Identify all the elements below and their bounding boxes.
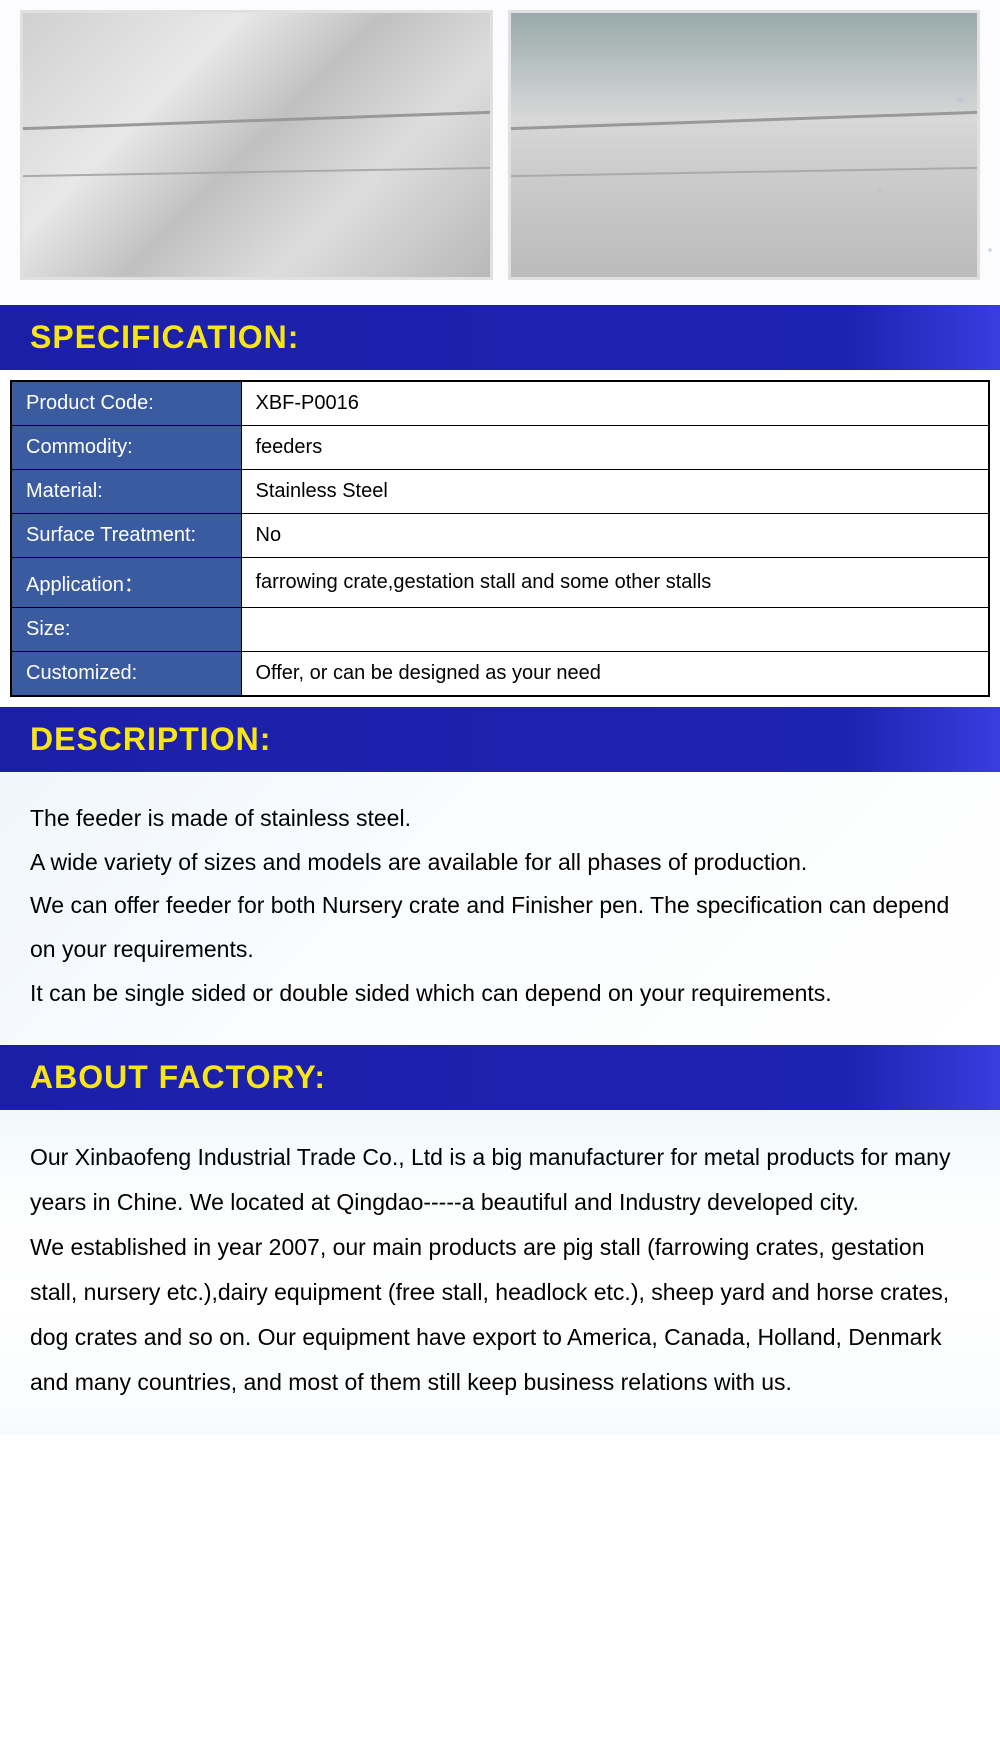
specification-header: SPECIFICATION: — [0, 305, 1000, 370]
description-line: It can be single sided or double sided w… — [30, 972, 970, 1016]
table-row: Product Code: XBF-P0016 — [11, 381, 989, 426]
spec-label: Product Code: — [11, 381, 241, 426]
spec-value: XBF-P0016 — [241, 381, 989, 426]
table-row: Surface Treatment: No — [11, 514, 989, 558]
spec-label: Commodity: — [11, 426, 241, 470]
product-image-2 — [508, 10, 981, 280]
spec-value: No — [241, 514, 989, 558]
specification-table: Product Code: XBF-P0016 Commodity: feede… — [10, 380, 990, 697]
description-line: The feeder is made of stainless steel. — [30, 797, 970, 841]
description-line: A wide variety of sizes and models are a… — [30, 841, 970, 885]
about-header: ABOUT FACTORY: — [0, 1045, 1000, 1110]
table-row: Size: — [11, 608, 989, 652]
spec-label: Surface Treatment: — [11, 514, 241, 558]
table-row: Customized: Offer, or can be designed as… — [11, 652, 989, 697]
description-title: DESCRIPTION: — [30, 721, 271, 757]
description-content: The feeder is made of stainless steel. A… — [0, 772, 1000, 1045]
spec-value: feeders — [241, 426, 989, 470]
spec-value: Offer, or can be designed as your need — [241, 652, 989, 697]
spec-value — [241, 608, 989, 652]
spec-value: farrowing crate,gestation stall and some… — [241, 558, 989, 608]
table-row: Commodity: feeders — [11, 426, 989, 470]
spec-label: Size: — [11, 608, 241, 652]
spec-value: Stainless Steel — [241, 470, 989, 514]
description-header: DESCRIPTION: — [0, 707, 1000, 772]
product-image-1 — [20, 10, 493, 280]
specification-title: SPECIFICATION: — [30, 319, 299, 355]
about-paragraph: Our Xinbaofeng Industrial Trade Co., Ltd… — [30, 1135, 970, 1225]
description-line: We can offer feeder for both Nursery cra… — [30, 884, 970, 971]
about-paragraph: We established in year 2007, our main pr… — [30, 1225, 970, 1404]
table-row: Material: Stainless Steel — [11, 470, 989, 514]
spec-label: Application： — [11, 558, 241, 608]
table-row: Application： farrowing crate,gestation s… — [11, 558, 989, 608]
product-images-row — [0, 0, 1000, 305]
about-content: Our Xinbaofeng Industrial Trade Co., Ltd… — [0, 1110, 1000, 1434]
spec-label: Material: — [11, 470, 241, 514]
spec-label: Customized: — [11, 652, 241, 697]
about-title: ABOUT FACTORY: — [30, 1059, 326, 1095]
